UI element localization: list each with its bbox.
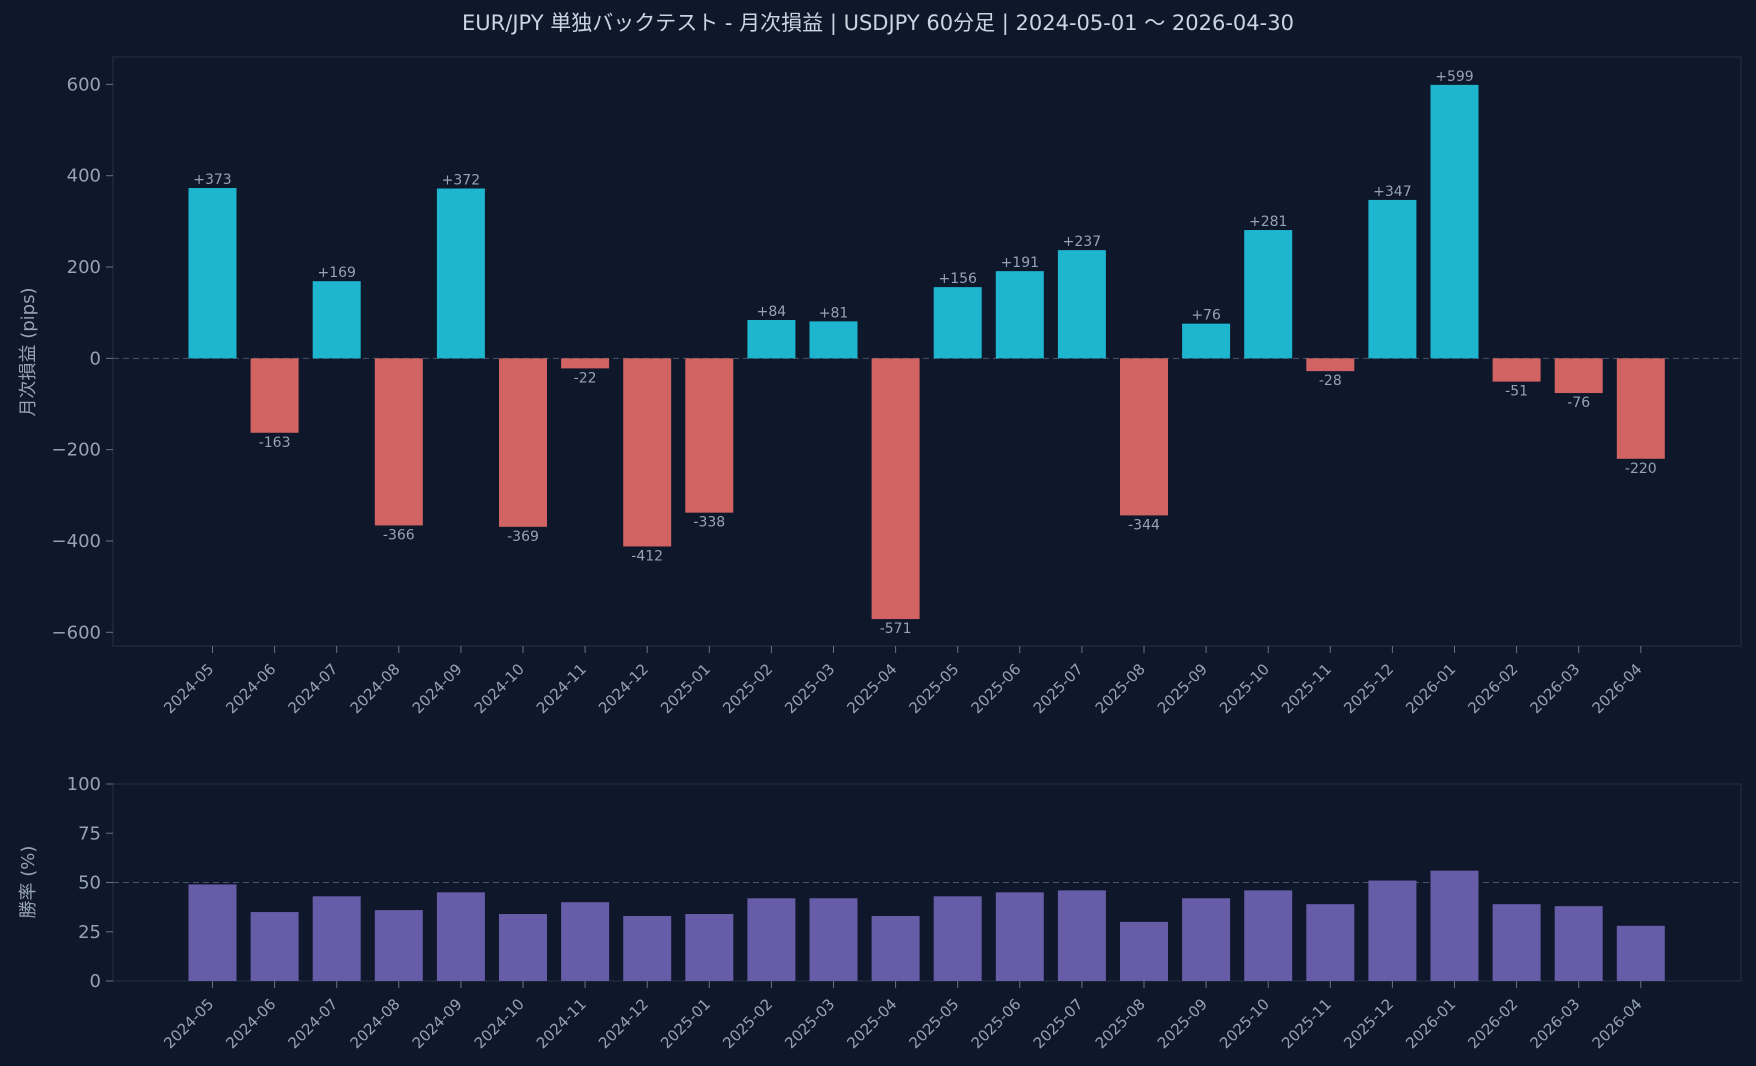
pnl-data-label: -366 bbox=[383, 527, 415, 543]
pnl-plot-frame bbox=[112, 56, 1742, 647]
pnl-y-tick-label: 0 bbox=[90, 348, 101, 369]
winrate-bar bbox=[1492, 904, 1541, 981]
pnl-bar bbox=[1368, 199, 1417, 359]
pnl-bar bbox=[250, 358, 299, 433]
pnl-bar bbox=[312, 281, 361, 359]
pnl-bar bbox=[747, 319, 796, 359]
pnl-data-label: -369 bbox=[507, 529, 539, 545]
pnl-bar bbox=[1306, 358, 1355, 372]
winrate-y-axis: 0 25 50 75 100 bbox=[67, 774, 1741, 992]
pnl-data-label: +373 bbox=[193, 172, 231, 188]
pnl-data-label: +81 bbox=[819, 305, 849, 321]
winrate-y-tick-label: 75 bbox=[78, 823, 101, 844]
chart-title: EUR/JPY 単独バックテスト - 月次損益 | USDJPY 60分足 | … bbox=[462, 11, 1294, 36]
pnl-data-label: +599 bbox=[1435, 69, 1473, 85]
pnl-bar bbox=[499, 358, 547, 527]
winrate-bar bbox=[1368, 880, 1417, 981]
pnl-data-label: +169 bbox=[317, 265, 355, 281]
pnl-bar bbox=[374, 358, 423, 526]
winrate-y-tick-label: 50 bbox=[78, 873, 101, 894]
winrate-bar bbox=[685, 914, 734, 981]
winrate-bar bbox=[1057, 890, 1106, 981]
winrate-bar bbox=[374, 910, 423, 981]
pnl-y-axis-label: 月次損益 (pips) bbox=[18, 288, 39, 417]
pnl-data-label: -22 bbox=[574, 370, 597, 386]
pnl-bar bbox=[1244, 230, 1293, 359]
winrate-bar bbox=[1244, 890, 1293, 981]
pnl-data-label: -344 bbox=[1128, 517, 1160, 533]
winrate-bar bbox=[933, 896, 982, 981]
winrate-bar bbox=[1616, 925, 1665, 981]
pnl-data-label: -220 bbox=[1625, 461, 1657, 477]
winrate-bar bbox=[1554, 906, 1603, 981]
pnl-data-label: -571 bbox=[880, 621, 912, 637]
winrate-bar bbox=[747, 898, 796, 981]
winrate-bar bbox=[561, 902, 610, 981]
pnl-bar bbox=[1554, 358, 1603, 394]
pnl-bar bbox=[561, 358, 610, 369]
winrate-bar bbox=[871, 915, 920, 981]
winrate-bar bbox=[188, 884, 237, 981]
pnl-bar bbox=[1430, 84, 1479, 359]
winrate-bar bbox=[1430, 870, 1479, 981]
winrate-bar bbox=[250, 912, 299, 981]
winrate-bar bbox=[1306, 904, 1355, 981]
winrate-y-tick-label: 100 bbox=[67, 774, 101, 795]
pnl-y-tick-label: −400 bbox=[52, 531, 101, 552]
pnl-bar bbox=[1120, 358, 1168, 516]
pnl-bar bbox=[1182, 323, 1231, 359]
pnl-data-label: -412 bbox=[631, 548, 663, 564]
winrate-bar bbox=[623, 915, 672, 981]
pnl-data-label: +347 bbox=[1373, 184, 1411, 200]
winrate-bar bbox=[995, 892, 1044, 981]
pnl-y-tick-label: −200 bbox=[52, 440, 101, 461]
pnl-y-axis: −600 −400 −200 0 200 400 600 bbox=[52, 74, 1741, 643]
pnl-bar bbox=[1492, 358, 1541, 382]
pnl-y-tick-label: 200 bbox=[67, 257, 101, 278]
winrate-bar bbox=[1120, 921, 1168, 981]
pnl-data-label: +84 bbox=[757, 304, 787, 320]
pnl-data-labels: +373 -163 +169 -366 +372 -369 -22 -412 -338 +84 +8… bbox=[193, 69, 1656, 637]
pnl-data-label: +372 bbox=[442, 172, 480, 188]
winrate-bar bbox=[809, 898, 858, 981]
pnl-bar bbox=[933, 287, 982, 359]
pnl-data-label: +237 bbox=[1063, 234, 1101, 250]
winrate-bar bbox=[499, 914, 547, 981]
pnl-bar bbox=[995, 271, 1044, 359]
pnl-bar bbox=[188, 188, 237, 359]
winrate-bar bbox=[312, 896, 361, 981]
pnl-data-label: -76 bbox=[1567, 395, 1590, 411]
winrate-bar bbox=[1182, 898, 1231, 981]
pnl-bar bbox=[1057, 250, 1106, 359]
pnl-y-tick-label: 600 bbox=[67, 74, 101, 95]
pnl-y-tick-label: 400 bbox=[67, 166, 101, 187]
pnl-bar bbox=[871, 358, 920, 620]
pnl-data-label: -338 bbox=[693, 515, 725, 531]
winrate-y-axis-label: 勝率 (%) bbox=[18, 846, 39, 919]
pnl-data-label: -28 bbox=[1319, 373, 1342, 389]
pnl-bar bbox=[685, 358, 734, 513]
winrate-y-tick-label: 0 bbox=[90, 971, 101, 992]
pnl-bars bbox=[188, 84, 1665, 620]
winrate-y-tick-label: 25 bbox=[78, 922, 101, 943]
pnl-bar bbox=[436, 188, 485, 359]
pnl-bar bbox=[623, 358, 672, 547]
pnl-data-label: +156 bbox=[938, 271, 977, 287]
winrate-bars bbox=[188, 870, 1665, 981]
pnl-bar bbox=[1616, 358, 1665, 459]
pnl-data-label: -51 bbox=[1505, 384, 1528, 400]
pnl-data-label: +281 bbox=[1249, 214, 1287, 230]
pnl-data-label: +76 bbox=[1191, 308, 1221, 324]
winrate-bar bbox=[436, 892, 485, 981]
pnl-data-label: -163 bbox=[259, 435, 291, 451]
pnl-data-label: +191 bbox=[1001, 255, 1039, 271]
pnl-y-tick-label: −600 bbox=[52, 622, 101, 643]
pnl-bar bbox=[809, 321, 858, 359]
